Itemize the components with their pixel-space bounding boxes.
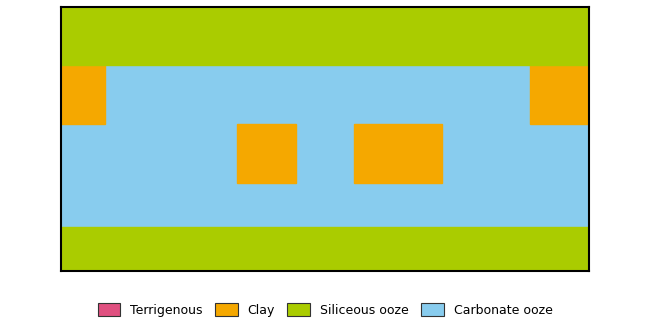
Bar — [354, 124, 443, 182]
Bar — [61, 7, 589, 65]
Legend: Terrigenous, Clay, Siliceous ooze, Carbonate ooze: Terrigenous, Clay, Siliceous ooze, Carbo… — [94, 299, 556, 320]
Bar — [61, 227, 589, 271]
Bar — [61, 50, 105, 124]
Bar — [530, 50, 589, 124]
Bar — [237, 124, 296, 182]
